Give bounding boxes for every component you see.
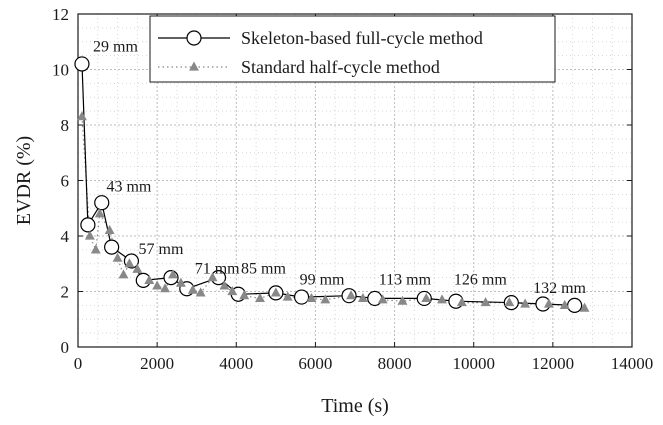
full-cycle-point [104, 239, 120, 255]
half-cycle-point [227, 286, 238, 296]
half-cycle-point [282, 291, 293, 301]
y-tick-label: 10 [52, 61, 69, 80]
half-cycle-point [543, 298, 554, 308]
axis-ticks: 0 2000 4000 6000 8000 10000 12000 14000 0 2 4 6 8 10 1… [52, 5, 653, 373]
half-cycle-point [118, 269, 129, 279]
full-cycle-point [80, 217, 96, 233]
half-cycle-point [84, 230, 95, 240]
legend-box [149, 15, 556, 83]
legend-label-full-cycle: Skeleton-based full-cycle method [241, 28, 483, 48]
y-axis-label: EVDR (%) [13, 136, 35, 225]
legend-marker-full-cycle [186, 30, 202, 46]
half-cycle-point [152, 280, 163, 290]
y-tick-label: 4 [61, 227, 70, 246]
annotation-label: 71 mm [195, 260, 240, 277]
x-tick-label: 14000 [611, 354, 654, 373]
legend: Skeleton-based full-cycle method Standar… [149, 15, 556, 83]
annotations: 29 mm 43 mm 57 mm 71 mm 85 mm 99 mm 113 mm 126 … [93, 38, 586, 296]
half-cycle-point [377, 294, 388, 304]
half-cycle-point [437, 294, 448, 304]
full-cycle-point [293, 289, 310, 305]
half-cycle-point [104, 224, 115, 235]
legend-marker-half-cycle [189, 61, 199, 71]
y-tick-label: 8 [61, 116, 70, 135]
x-tick-label: 4000 [219, 354, 253, 373]
annotation-label: 126 mm [454, 272, 507, 289]
half-cycle-point [160, 283, 171, 293]
x-tick-label: 6000 [298, 354, 332, 373]
half-cycle-point [94, 208, 105, 218]
annotation-label: 113 mm [379, 272, 432, 289]
annotation-label: 57 mm [139, 241, 184, 258]
half-cycle-point [219, 280, 230, 290]
y-tick-label: 12 [52, 5, 69, 24]
half-cycle-point [168, 269, 178, 279]
half-cycle-point [270, 287, 281, 297]
annotation-label: 43 mm [106, 179, 151, 196]
half-cycle-point [397, 295, 408, 305]
half-cycle-point [579, 302, 590, 312]
half-cycle-point [144, 274, 155, 284]
half-cycle-point [456, 297, 467, 307]
x-tick-label: 2000 [140, 354, 174, 373]
half-cycle-point [346, 290, 356, 300]
half-cycle-point [195, 287, 206, 297]
half-cycle-point [175, 277, 186, 287]
x-tick-label: 0 [74, 354, 83, 373]
annotation-label: 29 mm [93, 38, 138, 55]
half-cycle-point [520, 298, 531, 308]
annotation-label: 99 mm [300, 272, 345, 289]
x-axis-label: Time (s) [321, 395, 389, 417]
half-cycle-point [480, 297, 491, 307]
half-cycle-point [320, 294, 331, 304]
half-cycle-point [90, 244, 101, 254]
series-line-full-cycle [81, 63, 575, 306]
x-tick-label: 10000 [452, 354, 495, 373]
full-cycle-point [94, 195, 110, 211]
half-cycle-point [255, 292, 265, 303]
half-cycle-point [187, 284, 198, 294]
half-cycle-point [77, 111, 87, 121]
half-cycle-point [207, 272, 218, 282]
legend-label-half-cycle: Standard half-cycle method [241, 57, 440, 77]
full-cycle-point [74, 56, 90, 72]
annotation-label: 85 mm [241, 260, 286, 277]
y-tick-label: 0 [61, 338, 70, 357]
half-cycle-point [421, 292, 432, 303]
half-cycle-point [559, 299, 570, 309]
annotation-label: 132 mm [533, 280, 586, 297]
y-tick-label: 2 [61, 283, 70, 302]
half-cycle-point [239, 290, 250, 300]
x-tick-label: 12000 [532, 354, 575, 373]
half-cycle-point [306, 292, 317, 303]
half-cycle-point [357, 292, 368, 303]
full-cycle-point [567, 297, 583, 313]
half-cycle-point [504, 297, 515, 307]
half-cycle-point [132, 263, 143, 273]
series [74, 56, 590, 313]
half-cycle-point [112, 252, 123, 262]
half-cycle-point [124, 258, 135, 268]
y-tick-label: 6 [61, 172, 70, 191]
x-tick-label: 8000 [378, 354, 412, 373]
